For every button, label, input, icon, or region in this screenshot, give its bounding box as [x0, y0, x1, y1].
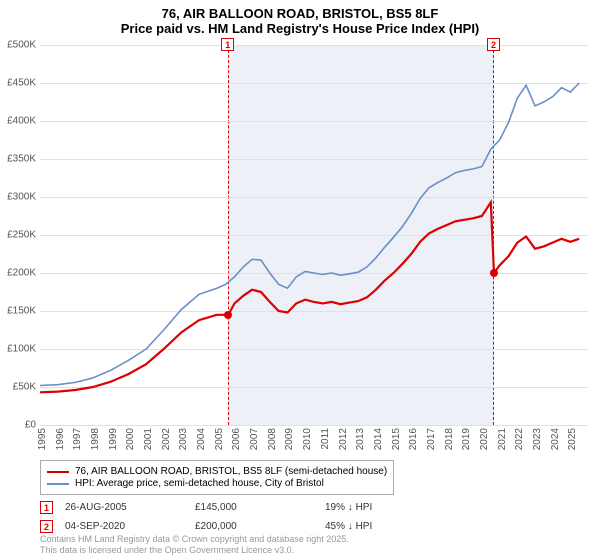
x-axis-label: 2000 [125, 428, 136, 450]
sale-dot [490, 269, 498, 277]
x-axis-label: 2010 [302, 428, 313, 450]
legend-box: 76, AIR BALLOON ROAD, BRISTOL, BS5 8LF (… [40, 460, 394, 495]
x-axis-label: 2019 [461, 428, 472, 450]
x-axis-label: 1997 [72, 428, 83, 450]
y-axis-label: £450K [0, 78, 36, 89]
chart-container: 76, AIR BALLOON ROAD, BRISTOL, BS5 8LF P… [0, 0, 600, 560]
legend-swatch-hpi [47, 483, 69, 485]
x-axis-label: 2017 [426, 428, 437, 450]
x-axis-label: 2011 [320, 428, 331, 450]
chart-marker-box: 1 [221, 38, 234, 51]
x-axis-label: 1996 [55, 428, 66, 450]
x-axis-label: 2020 [479, 428, 490, 450]
x-axis-label: 2024 [550, 428, 561, 450]
sale-price-1: £145,000 [195, 502, 325, 513]
chart-marker-box: 2 [487, 38, 500, 51]
x-axis-label: 2001 [143, 428, 154, 450]
x-axis-label: 2004 [196, 428, 207, 450]
sale-delta-2: 45% ↓ HPI [325, 521, 455, 532]
x-axis-label: 2014 [373, 428, 384, 450]
legend-label-price: 76, AIR BALLOON ROAD, BRISTOL, BS5 8LF (… [75, 466, 387, 477]
title-subtitle: Price paid vs. HM Land Registry's House … [0, 21, 600, 36]
x-axis-label: 2003 [178, 428, 189, 450]
footer: Contains HM Land Registry data © Crown c… [40, 534, 349, 556]
x-axis-label: 2012 [338, 428, 349, 450]
x-axis-label: 2015 [391, 428, 402, 450]
x-axis-label: 2013 [355, 428, 366, 450]
x-axis-label: 1999 [108, 428, 119, 450]
x-axis-label: 2016 [408, 428, 419, 450]
plot-svg [40, 45, 588, 425]
y-axis-label: £350K [0, 154, 36, 165]
y-axis-label: £300K [0, 192, 36, 203]
chart-area: 12 £0£50K£100K£150K£200K£250K£300K£350K£… [40, 45, 588, 425]
x-axis-label: 2007 [249, 428, 260, 450]
y-axis-label: £200K [0, 268, 36, 279]
y-axis-label: £50K [0, 382, 36, 393]
x-axis-label: 2022 [514, 428, 525, 450]
sale-row-1: 1 26-AUG-2005 £145,000 19% ↓ HPI [40, 501, 588, 514]
y-axis-label: £400K [0, 116, 36, 127]
legend-block: 76, AIR BALLOON ROAD, BRISTOL, BS5 8LF (… [40, 460, 588, 533]
sale-number-1: 1 [40, 501, 53, 514]
y-axis-label: £100K [0, 344, 36, 355]
x-axis-label: 2005 [214, 428, 225, 450]
sale-date-2: 04-SEP-2020 [65, 521, 195, 532]
x-axis-label: 2002 [161, 428, 172, 450]
sale-row-2: 2 04-SEP-2020 £200,000 45% ↓ HPI [40, 520, 588, 533]
legend-row-price: 76, AIR BALLOON ROAD, BRISTOL, BS5 8LF (… [47, 466, 387, 477]
footer-line1: Contains HM Land Registry data © Crown c… [40, 534, 349, 545]
x-axis-label: 2008 [267, 428, 278, 450]
footer-line2: This data is licensed under the Open Gov… [40, 545, 349, 556]
sale-date-1: 26-AUG-2005 [65, 502, 195, 513]
x-axis-label: 2009 [284, 428, 295, 450]
title-block: 76, AIR BALLOON ROAD, BRISTOL, BS5 8LF P… [0, 0, 600, 36]
x-axis-label: 2025 [567, 428, 578, 450]
x-axis-label: 2018 [444, 428, 455, 450]
legend-swatch-price [47, 471, 69, 473]
y-axis-label: £0 [0, 420, 36, 431]
x-axis-label: 2006 [231, 428, 242, 450]
title-address: 76, AIR BALLOON ROAD, BRISTOL, BS5 8LF [0, 6, 600, 21]
sale-dot [224, 311, 232, 319]
y-axis-label: £250K [0, 230, 36, 241]
sale-price-2: £200,000 [195, 521, 325, 532]
y-gridline [40, 425, 588, 426]
x-axis-label: 1995 [37, 428, 48, 450]
sale-delta-1: 19% ↓ HPI [325, 502, 455, 513]
legend-label-hpi: HPI: Average price, semi-detached house,… [75, 478, 324, 489]
series-line-hpi [40, 83, 579, 386]
legend-row-hpi: HPI: Average price, semi-detached house,… [47, 478, 387, 489]
x-axis-label: 2023 [532, 428, 543, 450]
y-axis-label: £150K [0, 306, 36, 317]
sale-number-2: 2 [40, 520, 53, 533]
x-axis-label: 2021 [497, 428, 508, 450]
y-axis-label: £500K [0, 40, 36, 51]
x-axis-label: 1998 [90, 428, 101, 450]
